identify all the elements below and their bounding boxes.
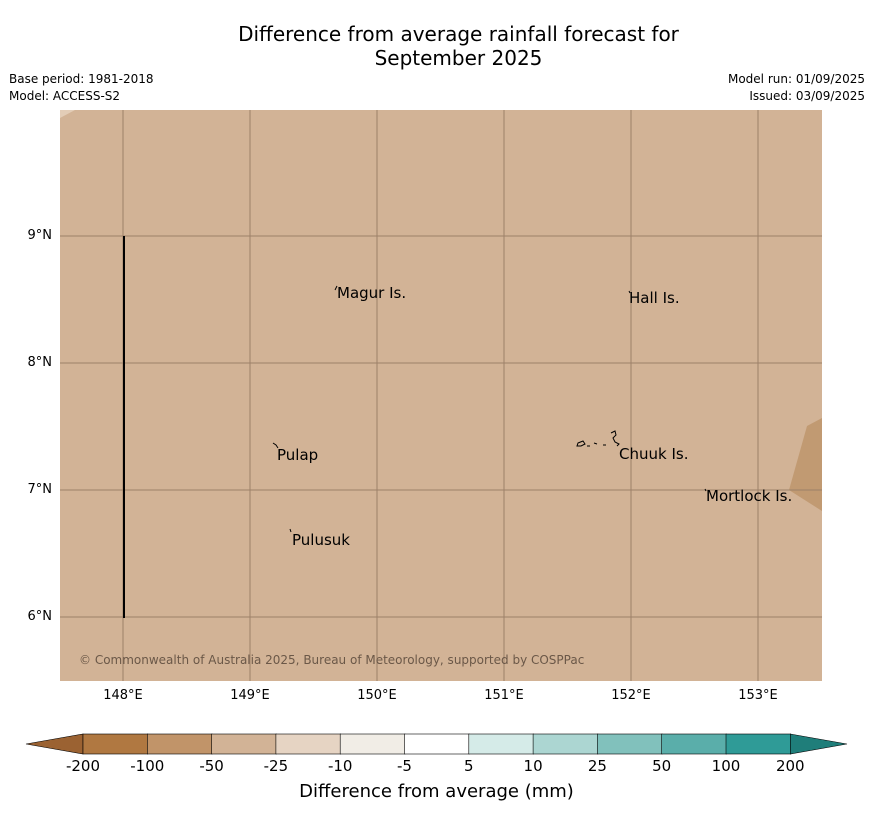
colorbar-tick-label: -50 <box>199 757 224 775</box>
colorbar-tick-label: 10 <box>523 757 543 775</box>
colorbar-tick-label: 50 <box>652 757 672 775</box>
meta-right: Model run: 01/09/2025 Issued: 03/09/2025 <box>728 71 865 105</box>
colorbar-extend-high <box>789 733 848 755</box>
colorbar-segment <box>404 733 470 755</box>
island-chuuk-1 <box>576 440 586 447</box>
lon-label-150e: 150°E <box>357 688 397 703</box>
lon-label-153e: 153°E <box>738 688 778 703</box>
colorbar-label: Difference from average (mm) <box>299 781 574 802</box>
island-pulap <box>272 442 279 449</box>
lat-label-6n: 6°N <box>27 609 53 624</box>
colorbar-tick-label: 5 <box>464 757 474 775</box>
issued-date: Issued: 03/09/2025 <box>749 89 865 103</box>
island-magur <box>334 285 338 291</box>
map-panel[interactable]: Magur Is. Hall Is. Pulap Chuuk Is. Mortl… <box>60 110 822 681</box>
colorbar-segment <box>275 733 341 755</box>
map-svg <box>60 110 822 681</box>
model-name: Model: ACCESS-S2 <box>9 89 121 103</box>
colorbar-extend-low <box>25 733 84 755</box>
island-chuuk-4 <box>610 430 620 447</box>
colorbar-segment <box>725 733 792 755</box>
place-label-magur: Magur Is. <box>337 284 407 302</box>
map-corner-patch <box>60 110 75 118</box>
lat-label-8n: 8°N <box>27 355 53 370</box>
colorbar-tick-label: -200 <box>65 757 101 775</box>
graticule <box>60 110 822 681</box>
lon-label-151e: 151°E <box>484 688 524 703</box>
place-label-mortlock: Mortlock Is. <box>706 487 793 505</box>
colorbar-segment <box>147 733 213 755</box>
colorbar-segment <box>532 733 599 755</box>
page-title: Difference from average rainfall forecas… <box>0 22 873 70</box>
island-hall <box>628 290 631 294</box>
colorbar-segment <box>339 733 406 755</box>
island-mortlock <box>704 488 707 492</box>
copyright-text: © Commonwealth of Australia 2025, Bureau… <box>79 653 585 667</box>
lat-label-7n: 7°N <box>27 482 53 497</box>
colorbar-tick-label: 200 <box>775 757 805 775</box>
lon-label-148e: 148°E <box>103 688 143 703</box>
island-pulusuk <box>289 528 292 533</box>
colorbar-tick-label: -25 <box>263 757 289 775</box>
model-run: Model run: 01/09/2025 <box>727 72 865 86</box>
colorbar-tick-label: -5 <box>397 757 412 775</box>
place-label-pulap: Pulap <box>277 446 319 464</box>
place-label-pulusuk: Pulusuk <box>292 531 350 549</box>
colorbar-segment <box>82 733 149 755</box>
colorbar <box>25 733 848 755</box>
base-period: Base period: 1981-2018 <box>9 72 154 86</box>
drier-patch <box>789 418 822 511</box>
colorbar-segment <box>211 733 277 755</box>
place-label-hall: Hall Is. <box>629 289 680 307</box>
lon-label-152e: 152°E <box>611 688 651 703</box>
colorbar-tick-label: 25 <box>587 757 607 775</box>
colorbar-segment <box>661 733 727 755</box>
title-line-2: September 2025 <box>374 46 543 70</box>
islands <box>272 285 707 533</box>
colorbar-tick-label: -10 <box>327 757 353 775</box>
place-label-chuuk: Chuuk Is. <box>619 445 689 463</box>
colorbar-tick-label: 100 <box>711 757 741 775</box>
island-chuuk-3 <box>593 442 598 445</box>
colorbar-tick-label: -100 <box>130 757 165 775</box>
colorbar-segment <box>597 733 663 755</box>
colorbar-segment <box>468 733 534 755</box>
lat-label-9n: 9°N <box>27 228 53 243</box>
title-line-1: Difference from average rainfall forecas… <box>238 22 679 46</box>
lon-label-149e: 149°E <box>230 688 270 703</box>
meta-left: Base period: 1981-2018 Model: ACCESS-S2 <box>9 71 154 105</box>
colorbar-segments <box>25 733 848 755</box>
